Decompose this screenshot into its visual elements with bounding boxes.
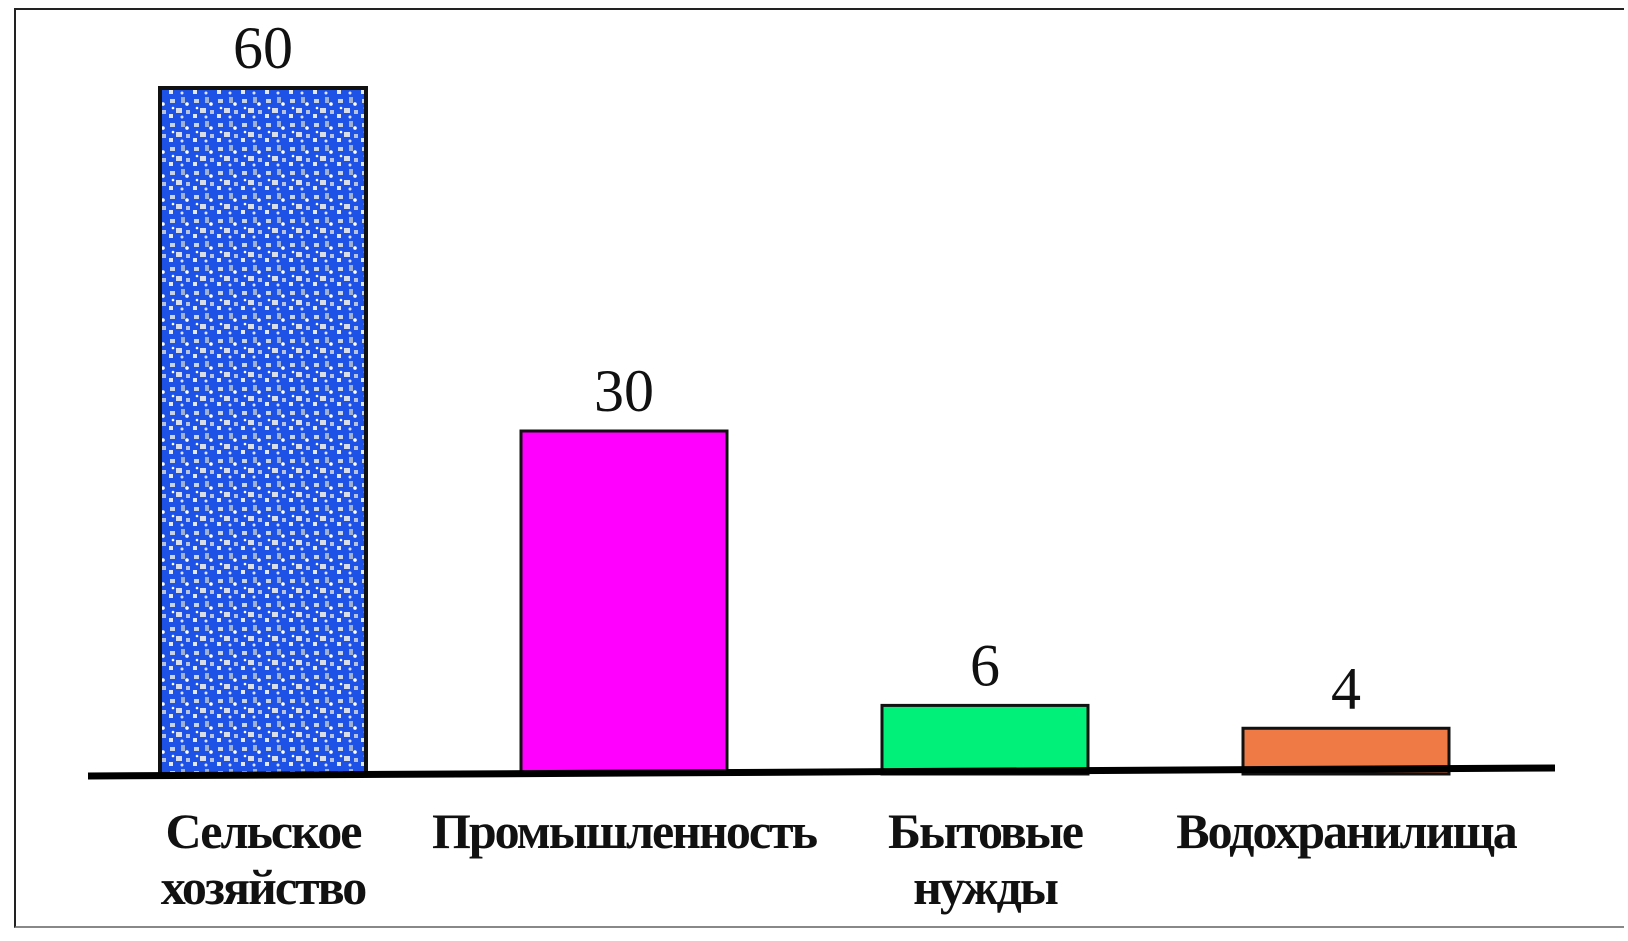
category-label-3: Водохранилища (1176, 803, 1517, 859)
category-labels-layer: Сельское хозяйство Промышленность Бытовые ну… (161, 803, 1520, 915)
category-label-line: хозяйство (161, 859, 366, 915)
category-label-line: Сельское (166, 803, 362, 859)
bar-value-label-1: 30 (594, 358, 654, 424)
bar-value-label-2: 6 (970, 632, 1000, 698)
category-label-line: Промышленность (432, 803, 818, 859)
value-labels-layer: 60 30 6 4 (233, 15, 1361, 721)
category-label-line: нужды (913, 859, 1058, 915)
bar-value-label-3: 4 (1331, 655, 1361, 721)
category-label-2: Бытовые нужды (888, 803, 1083, 915)
bars-layer (158, 86, 1451, 776)
bar-0 (158, 86, 368, 776)
category-label-line: Бытовые (888, 803, 1083, 859)
category-label-0: Сельское хозяйство (161, 803, 366, 915)
bar-1 (519, 429, 729, 776)
x-axis-baseline (87, 764, 1556, 780)
bar-value-label-0: 60 (233, 15, 293, 81)
category-label-line: Водохранилища (1176, 803, 1517, 859)
bar-2 (880, 703, 1090, 776)
category-label-1: Промышленность (432, 803, 818, 859)
